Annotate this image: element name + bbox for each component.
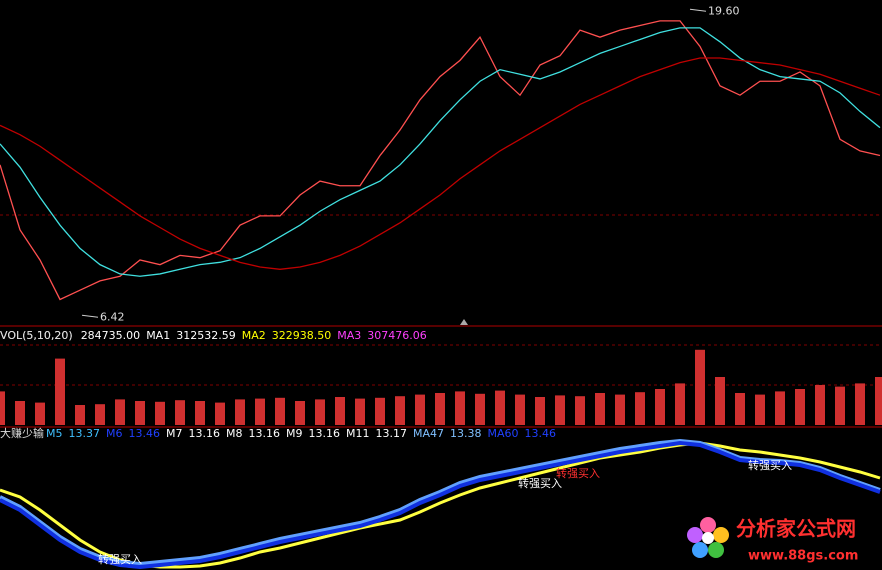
- signal-label: 转强买入: [748, 458, 792, 472]
- volume-bar: [775, 391, 785, 425]
- panel-title: VOL(5,10,20): [0, 329, 73, 342]
- series-line: [0, 20, 881, 301]
- volume-bar: [315, 399, 325, 425]
- readout: MA3: [337, 329, 361, 342]
- volume-bar: [275, 397, 285, 425]
- signal-label: 转强买入: [556, 466, 600, 480]
- readout: MA1: [146, 329, 170, 342]
- volume-bar: [55, 358, 65, 425]
- volume-bar: [95, 404, 105, 425]
- readout: 13.46: [129, 427, 161, 440]
- volume-bar: [375, 397, 385, 425]
- volume-bar: [815, 385, 825, 425]
- readout: 13.17: [376, 427, 408, 440]
- volume-bar: [635, 392, 645, 425]
- volume-bar: [495, 390, 505, 425]
- volume-bar: [395, 396, 405, 425]
- volume-bar: [135, 401, 145, 425]
- readout: 307476.06: [367, 329, 427, 342]
- readout: 13.46: [525, 427, 557, 440]
- volume-bar: [735, 393, 745, 425]
- readout: 322938.50: [272, 329, 332, 342]
- volume-bar: [295, 401, 305, 425]
- volume-bar: [655, 389, 665, 425]
- readout: M9: [286, 427, 303, 440]
- signal-label: 转强买入: [518, 476, 562, 490]
- price-annotation: 19.60: [708, 4, 740, 17]
- readout: 13.16: [309, 427, 341, 440]
- volume-bar: [835, 386, 845, 425]
- volume-bar: [435, 393, 445, 425]
- panel-title: VOL(5,10,20): [0, 329, 73, 342]
- volume-bar: [15, 401, 25, 425]
- volume-bar: [335, 397, 345, 425]
- annotation-leader: [689, 8, 707, 12]
- volume-bar: [75, 405, 85, 425]
- volume-bar: [875, 377, 882, 425]
- readout: 13.37: [69, 427, 101, 440]
- readout: MA2: [242, 329, 266, 342]
- readout: M5: [46, 427, 63, 440]
- volume-bar: [595, 393, 605, 425]
- readout: 13.16: [189, 427, 221, 440]
- volume-bar: [715, 377, 725, 425]
- volume-bar: [675, 383, 685, 425]
- readout: M8: [226, 427, 243, 440]
- volume-bar: [535, 397, 545, 425]
- marker: [460, 319, 468, 325]
- series-line: [0, 27, 881, 277]
- volume-bar: [175, 400, 185, 425]
- volume-bar: [155, 401, 165, 425]
- volume-bar: [415, 394, 425, 425]
- panel-title: 大赚少输: [0, 426, 44, 440]
- volume-bar: [795, 389, 805, 425]
- watermark-url: www.88gs.com: [748, 549, 858, 564]
- logo: [687, 517, 729, 558]
- volume-bar: [575, 396, 585, 425]
- volume-bar: [0, 391, 5, 425]
- volume-bar: [35, 402, 45, 425]
- volume-bar: [555, 395, 565, 425]
- readout: 312532.59: [176, 329, 236, 342]
- readout: M6: [106, 427, 123, 440]
- watermark-title: 分析家公式网: [736, 517, 856, 541]
- volume-bar: [255, 398, 265, 425]
- volume-bar: [475, 393, 485, 425]
- annotation-leader: [81, 314, 99, 318]
- volume-bar: [615, 394, 625, 425]
- volume-bar: [215, 402, 225, 425]
- series-line: [0, 57, 881, 270]
- readout: MA60: [488, 427, 519, 440]
- volume-bar: [515, 394, 525, 425]
- series-line: [0, 440, 881, 570]
- volume-bar: [695, 349, 705, 425]
- volume-bar: [355, 398, 365, 425]
- volume-bar: [455, 391, 465, 425]
- volume-bar: [855, 383, 865, 425]
- volume-bar: [755, 394, 765, 425]
- readout: M11: [346, 427, 370, 440]
- readout: M7: [166, 427, 183, 440]
- volume-bar: [195, 401, 205, 425]
- volume-bar: [115, 399, 125, 425]
- watermark: 分析家公式网 www.88gs.com: [687, 517, 858, 564]
- signal-label: 转强买入: [98, 552, 142, 566]
- readout: 284735.00: [81, 329, 141, 342]
- readout: 13.38: [450, 427, 482, 440]
- volume-bar: [235, 399, 245, 425]
- price-annotation: 6.42: [100, 310, 125, 323]
- readout: MA47: [413, 427, 444, 440]
- readout: 13.16: [249, 427, 281, 440]
